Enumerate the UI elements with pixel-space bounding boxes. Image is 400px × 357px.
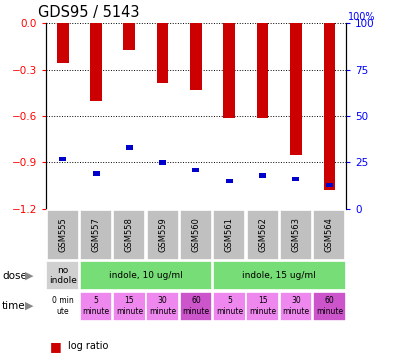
Bar <box>259 173 266 177</box>
Text: ■: ■ <box>50 340 62 353</box>
Bar <box>90 23 102 101</box>
Bar <box>80 261 212 290</box>
Bar <box>46 261 79 290</box>
Bar <box>226 179 233 183</box>
Text: GSM560: GSM560 <box>192 217 200 252</box>
Bar <box>292 177 300 181</box>
Text: 60
minute: 60 minute <box>182 296 210 316</box>
Text: time: time <box>2 301 26 311</box>
Bar <box>157 23 168 83</box>
Bar <box>213 210 245 260</box>
Text: 30
minute: 30 minute <box>149 296 176 316</box>
Text: 30
minute: 30 minute <box>282 296 310 316</box>
Bar <box>326 182 333 187</box>
Bar <box>47 210 79 260</box>
Text: GSM555: GSM555 <box>58 217 67 252</box>
Text: indole, 10 ug/ml: indole, 10 ug/ml <box>109 271 183 280</box>
Bar <box>59 157 66 161</box>
Bar <box>280 292 312 321</box>
Text: GSM562: GSM562 <box>258 217 267 252</box>
Text: GDS95 / 5143: GDS95 / 5143 <box>38 5 140 20</box>
Text: log ratio: log ratio <box>68 341 108 351</box>
Text: 100%: 100% <box>348 12 376 22</box>
Bar <box>80 210 112 260</box>
Text: 15
minute: 15 minute <box>249 296 276 316</box>
Text: ▶: ▶ <box>24 271 33 281</box>
Text: indole, 15 ug/ml: indole, 15 ug/ml <box>242 271 316 280</box>
Text: GSM557: GSM557 <box>92 217 100 252</box>
Bar <box>313 210 345 260</box>
Text: 60
minute: 60 minute <box>316 296 343 316</box>
Bar <box>113 292 146 321</box>
Bar <box>313 292 346 321</box>
Bar <box>80 292 112 321</box>
Bar <box>180 292 212 321</box>
Bar <box>113 210 145 260</box>
Text: GSM561: GSM561 <box>225 217 234 252</box>
Bar <box>257 23 268 118</box>
Bar <box>159 160 166 165</box>
Bar <box>192 168 200 172</box>
Text: 15
minute: 15 minute <box>116 296 143 316</box>
Bar <box>46 292 79 321</box>
Bar <box>324 23 335 190</box>
Text: no
indole: no indole <box>49 266 77 286</box>
Bar <box>147 210 179 260</box>
Bar <box>224 23 235 117</box>
Bar <box>290 23 302 156</box>
Text: 5
minute: 5 minute <box>216 296 243 316</box>
Text: 0 min
ute: 0 min ute <box>52 296 74 316</box>
Text: dose: dose <box>2 271 27 281</box>
Bar <box>92 171 100 176</box>
Text: GSM559: GSM559 <box>158 217 167 252</box>
Bar <box>180 210 212 260</box>
Text: ▶: ▶ <box>24 301 33 311</box>
Bar <box>124 23 135 50</box>
Bar <box>190 23 202 90</box>
Bar <box>213 292 246 321</box>
Text: GSM558: GSM558 <box>125 217 134 252</box>
Text: 5
minute: 5 minute <box>82 296 110 316</box>
Bar <box>247 210 279 260</box>
Text: GSM563: GSM563 <box>292 217 300 252</box>
Bar <box>213 261 346 290</box>
Bar <box>146 292 179 321</box>
Bar <box>57 23 68 63</box>
Text: GSM564: GSM564 <box>325 217 334 252</box>
Bar <box>280 210 312 260</box>
Bar <box>126 145 133 150</box>
Bar <box>246 292 279 321</box>
